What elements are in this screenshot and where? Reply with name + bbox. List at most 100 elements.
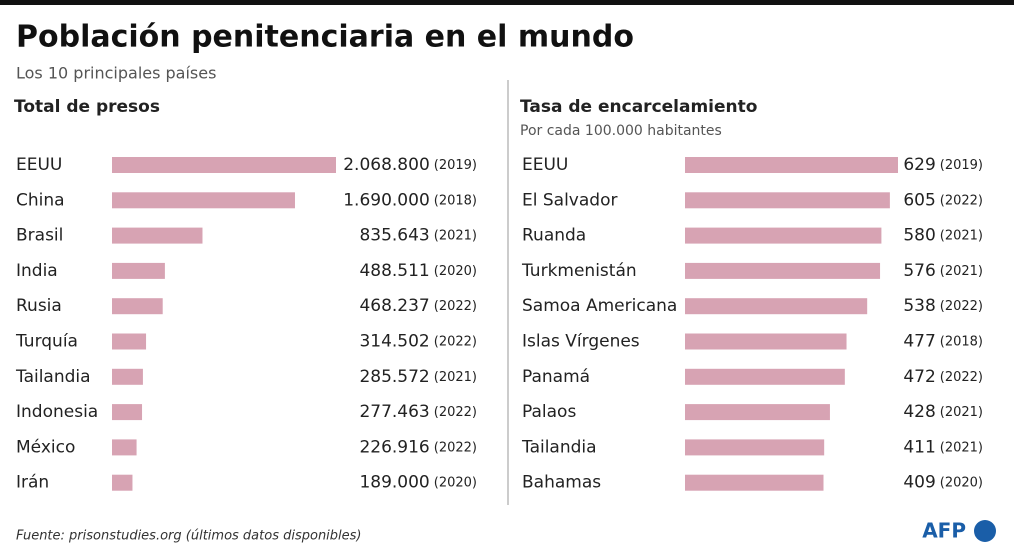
category-label: Tailandia (15, 367, 91, 387)
value-text: 629 (903, 155, 935, 175)
value-text: 1.690.000 (343, 190, 430, 210)
category-label: Islas Vírgenes (522, 332, 640, 352)
category-label: China (16, 190, 65, 210)
bar (112, 227, 203, 244)
top-rule (0, 0, 1014, 5)
bar (685, 333, 847, 350)
value-text: 411 (903, 437, 935, 457)
value-label: 538 (2022) (903, 296, 983, 316)
value-text: 488.511 (359, 261, 429, 281)
year-text: (2021) (434, 369, 477, 384)
value-label: 314.502 (2022) (359, 332, 477, 352)
value-text: 580 (903, 226, 935, 246)
year-text: (2022) (434, 405, 477, 420)
value-text: 538 (903, 296, 935, 316)
subtitle: Los 10 principales países (16, 64, 216, 83)
year-text: (2021) (940, 263, 983, 278)
category-label: Turkmenistán (521, 261, 637, 281)
value-label: 277.463 (2022) (359, 402, 477, 422)
bar (112, 474, 133, 491)
category-label: EEUU (16, 155, 62, 175)
bar (112, 404, 143, 421)
value-label: 2.068.800 (2019) (343, 155, 477, 175)
value-label: 477 (2018) (903, 332, 983, 352)
category-label: Indonesia (16, 402, 98, 422)
panel-title: Tasa de encarcelamiento (520, 97, 757, 117)
year-text: (2018) (940, 334, 983, 349)
bar (112, 298, 163, 315)
category-label: Panamá (522, 367, 590, 387)
value-text: 226.916 (359, 437, 429, 457)
year-text: (2022) (940, 369, 983, 384)
value-text: 472 (903, 367, 935, 387)
bar (112, 439, 137, 456)
value-label: 629 (2019) (903, 155, 983, 175)
category-label: Bahamas (522, 473, 601, 493)
value-label: 226.916 (2022) (359, 437, 477, 457)
category-label: Brasil (16, 226, 63, 246)
value-text: 605 (903, 190, 935, 210)
year-text: (2022) (940, 193, 983, 208)
year-text: (2020) (940, 475, 983, 490)
year-text: (2022) (434, 299, 477, 314)
value-label: 411 (2021) (903, 437, 983, 457)
bar (685, 262, 881, 279)
bar (685, 404, 830, 421)
bar (685, 368, 845, 385)
year-text: (2022) (434, 334, 477, 349)
value-label: 285.572 (2021) (359, 367, 477, 387)
year-text: (2021) (434, 228, 477, 243)
bar (685, 298, 868, 315)
category-label: India (16, 261, 58, 281)
category-label: México (16, 437, 75, 457)
value-text: 189.000 (359, 473, 429, 493)
bar (685, 192, 890, 209)
category-label: Turquía (15, 332, 78, 352)
value-label: 605 (2022) (903, 190, 983, 210)
year-text: (2022) (434, 440, 477, 455)
category-label: Rusia (16, 296, 62, 316)
value-label: 576 (2021) (903, 261, 983, 281)
value-label: 835.643 (2021) (359, 226, 477, 246)
year-text: (2019) (940, 158, 983, 173)
year-text: (2020) (434, 475, 477, 490)
value-label: 189.000 (2020) (359, 473, 477, 493)
bar (112, 333, 147, 350)
year-text: (2020) (434, 263, 477, 278)
source: Fuente: prisonstudies.org (últimos datos… (16, 529, 362, 544)
value-text: 277.463 (359, 402, 429, 422)
value-text: 285.572 (359, 367, 429, 387)
value-label: 580 (2021) (903, 226, 983, 246)
category-label: Ruanda (522, 226, 586, 246)
bar (112, 192, 295, 209)
bar (112, 368, 143, 385)
category-label: El Salvador (522, 190, 617, 210)
year-text: (2021) (940, 405, 983, 420)
panel-title: Total de presos (14, 97, 160, 117)
value-text: 835.643 (359, 226, 429, 246)
value-text: 314.502 (359, 332, 429, 352)
value-label: 409 (2020) (903, 473, 983, 493)
category-label: Tailandia (521, 437, 597, 457)
panel-subtitle: Por cada 100.000 habitantes (520, 123, 722, 139)
bar (685, 157, 898, 173)
category-label: Irán (16, 473, 49, 493)
year-text: (2021) (940, 440, 983, 455)
value-label: 428 (2021) (903, 402, 983, 422)
value-text: 477 (903, 332, 935, 352)
value-text: 2.068.800 (343, 155, 430, 175)
year-text: (2022) (940, 299, 983, 314)
bar (685, 439, 825, 456)
bar (112, 157, 336, 173)
bar (685, 474, 824, 491)
value-text: 576 (903, 261, 935, 281)
value-label: 488.511 (2020) (359, 261, 477, 281)
year-text: (2019) (434, 158, 477, 173)
year-text: (2018) (434, 193, 477, 208)
category-label: Samoa Americana (522, 296, 677, 316)
year-text: (2021) (940, 228, 983, 243)
category-label: Palaos (522, 402, 576, 422)
logo-dot (974, 520, 996, 542)
